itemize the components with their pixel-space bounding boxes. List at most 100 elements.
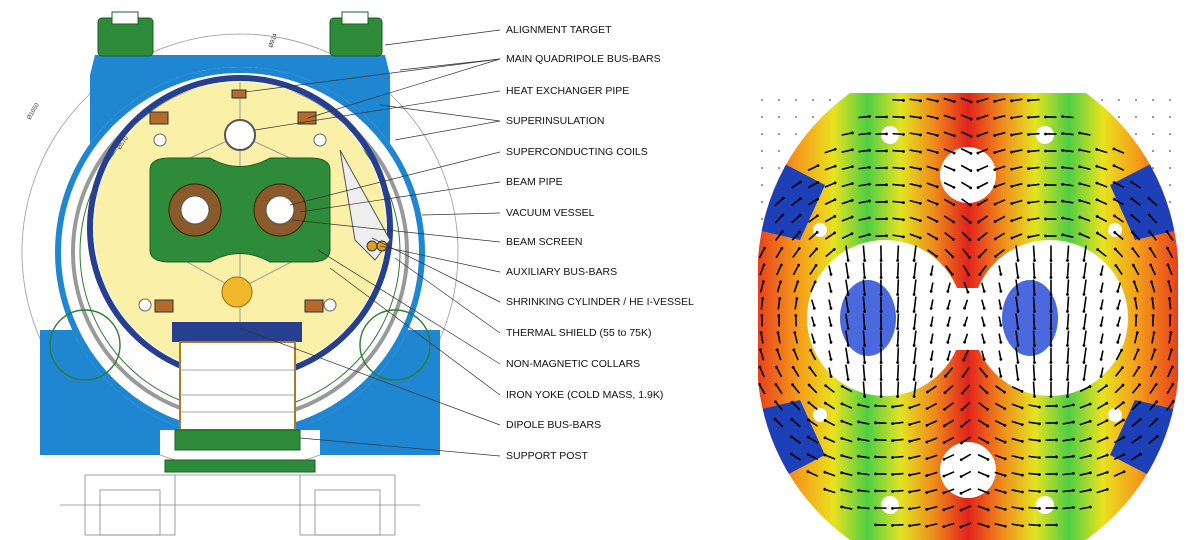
- arrow-head: [1130, 230, 1134, 234]
- field-arrow: [896, 347, 900, 363]
- field-arrow: [943, 419, 955, 427]
- arrow-head: [1066, 327, 1069, 330]
- arrow-head: [935, 185, 939, 189]
- arrow-head: [1078, 131, 1081, 135]
- field-arrow: [977, 215, 989, 223]
- arrow-head: [1155, 400, 1158, 404]
- arrow-head: [1088, 402, 1092, 406]
- arrow-head: [1044, 234, 1047, 238]
- arrow-head: [885, 166, 888, 170]
- field-arrow: [1011, 98, 1023, 102]
- field-arrow: [858, 506, 870, 510]
- field-arrow: [962, 349, 970, 361]
- field-arrow: [858, 200, 870, 204]
- field-arrow: [1113, 181, 1125, 189]
- arrow-head: [807, 383, 811, 387]
- arrow-head: [982, 340, 986, 344]
- field-arrow: [775, 383, 783, 395]
- field-arrow: [896, 262, 900, 278]
- field-arrow: [1028, 149, 1040, 153]
- arrow-head: [759, 331, 763, 334]
- arrow-head: [976, 134, 980, 138]
- field-arrow: [892, 217, 904, 221]
- arrow-head: [1038, 507, 1041, 510]
- arrow-head: [950, 273, 954, 276]
- arrow-head: [1095, 181, 1099, 185]
- field-arrow: [1096, 488, 1108, 494]
- field-arrow: [841, 437, 853, 443]
- field-arrow: [1149, 247, 1157, 259]
- dot: [778, 99, 780, 101]
- field-arrow: [909, 420, 921, 426]
- arrow-head: [902, 132, 905, 136]
- arrow-head: [1130, 213, 1134, 217]
- arrow-head: [868, 131, 871, 135]
- arrow-head: [773, 417, 777, 421]
- arrow-head: [863, 361, 867, 364]
- field-arrow: [791, 214, 801, 224]
- arrow-head: [993, 202, 997, 206]
- dot: [1169, 201, 1171, 203]
- arrow-head: [935, 151, 939, 154]
- arrow-head: [1082, 344, 1086, 347]
- arrow-head: [758, 382, 761, 386]
- field-arrow: [926, 148, 938, 154]
- arrow-head: [833, 147, 837, 151]
- field-arrow: [962, 366, 970, 378]
- field-arrow: [1148, 231, 1158, 241]
- arrow-head: [1055, 404, 1058, 408]
- arrow-head: [1072, 420, 1075, 424]
- arrow-head: [824, 384, 828, 388]
- field-arrow: [1079, 437, 1091, 443]
- arrow-head: [806, 453, 810, 456]
- arrow-head: [1010, 99, 1013, 103]
- arrow-head: [850, 198, 854, 202]
- leader-lines: [239, 29, 501, 457]
- dot: [1135, 99, 1137, 101]
- arrow-head: [857, 403, 861, 407]
- field-arrow: [1011, 199, 1023, 205]
- arrow-head: [774, 383, 778, 386]
- field-arrow: [1096, 215, 1108, 223]
- arrow-head: [1049, 344, 1053, 347]
- dot: [1152, 99, 1154, 101]
- arrow-head: [863, 344, 867, 347]
- arrow-head: [868, 182, 871, 186]
- field-arrow: [1149, 384, 1157, 394]
- field-arrow: [774, 401, 784, 411]
- leader-line: [384, 29, 501, 46]
- field-arrow: [998, 316, 1002, 326]
- field-arrow: [1131, 436, 1141, 444]
- field-arrow: [1148, 401, 1158, 411]
- arrow-head: [908, 490, 911, 494]
- arrow-head: [918, 167, 922, 171]
- field-arrow: [1151, 332, 1155, 344]
- field-arrow: [862, 364, 866, 380]
- arrow-head: [999, 290, 1003, 293]
- field-arrow: [998, 333, 1002, 343]
- arrow-head: [976, 100, 980, 104]
- field-arrow: [841, 165, 853, 171]
- dot: [1169, 167, 1171, 169]
- arrow-head: [879, 293, 883, 296]
- arrow-head: [1016, 310, 1020, 313]
- field-arrow: [892, 166, 904, 170]
- arrow-head: [874, 404, 877, 408]
- arrow-head: [1078, 199, 1082, 202]
- arrow-head: [1154, 365, 1157, 369]
- arrow-head: [1020, 406, 1024, 410]
- field-arrow: [994, 437, 1006, 443]
- field-arrow: [913, 262, 917, 278]
- field-arrow: [998, 350, 1002, 360]
- arrow-head: [976, 203, 980, 207]
- field-arrow: [1015, 279, 1019, 295]
- arrow-head: [982, 357, 986, 361]
- field-arrow: [774, 418, 784, 428]
- dimension-label: Ø1050: [27, 102, 42, 121]
- field-arrow: [998, 282, 1002, 292]
- field-arrow: [775, 247, 783, 259]
- arrow-head: [868, 115, 871, 118]
- field-arrow: [808, 248, 818, 258]
- cryodipole-drawing: Ø914 Ø570 Ø1050: [21, 11, 459, 536]
- field-arrow: [858, 183, 870, 187]
